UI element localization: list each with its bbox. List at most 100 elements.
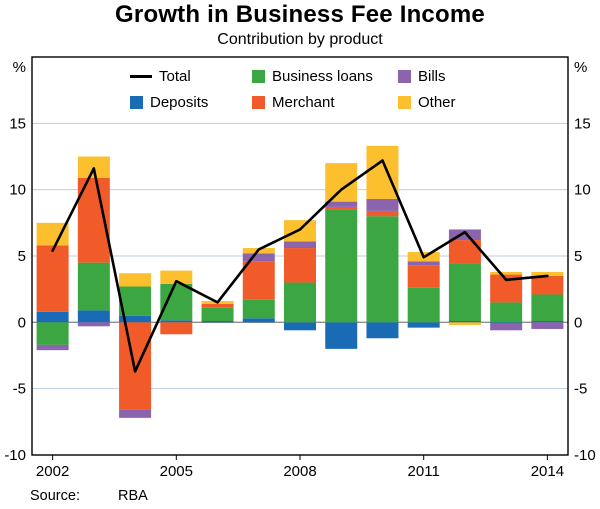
unit-label-left: % xyxy=(13,59,26,76)
legend-item-deposits: Deposits xyxy=(130,94,252,111)
legend-label-other: Other xyxy=(418,93,456,111)
bar-segment-business-loans xyxy=(490,302,523,323)
legend-item-business-loans: Business loans xyxy=(252,68,398,85)
bar-segment-other xyxy=(448,322,481,325)
y-tick-label-right: 10 xyxy=(574,182,591,199)
x-tick-label: 2014 xyxy=(531,463,564,480)
bar-segment-other xyxy=(366,145,399,199)
bar-segment-deposits xyxy=(160,320,193,323)
bar-segment-deposits xyxy=(366,322,399,339)
legend-label-business-loans: Business loans xyxy=(272,67,373,85)
bar-segment-deposits xyxy=(490,322,523,324)
y-tick-label-left: 10 xyxy=(9,182,26,199)
bar-segment-business-loans xyxy=(77,262,110,311)
total-line xyxy=(51,159,549,373)
legend-item-other: Other xyxy=(398,94,478,111)
bar-segment-other xyxy=(119,273,152,287)
y-tick-label-left: -10 xyxy=(4,447,26,464)
bar-segment-merchant xyxy=(325,206,358,210)
bar-segment-merchant xyxy=(407,265,440,288)
x-tick-label: 2002 xyxy=(36,463,69,480)
bar-segment-deposits xyxy=(325,322,358,349)
legend-row: Deposits Merchant Other xyxy=(130,89,478,115)
y-tick-label-right: -5 xyxy=(574,381,587,398)
y-tick-label-right: 0 xyxy=(574,314,582,331)
legend-swatch-merchant xyxy=(252,95,265,109)
bar-segment-business-loans xyxy=(119,286,152,316)
legend-label-deposits: Deposits xyxy=(150,93,209,111)
bar-segment-deposits xyxy=(531,321,564,323)
y-axis-labels: -10 -10 -5 -5 0 0 5 5 10 10 15 15 xyxy=(4,115,595,464)
bar-segment-bills xyxy=(531,322,564,329)
x-tick-label: 2008 xyxy=(283,463,316,480)
bar-segment-deposits xyxy=(119,315,152,323)
legend-item-merchant: Merchant xyxy=(252,94,398,111)
legend-label-merchant: Merchant xyxy=(272,93,335,111)
source-value: RBA xyxy=(117,488,148,504)
bar-segment-merchant xyxy=(284,248,316,283)
bar-segment-other xyxy=(36,222,69,246)
x-axis-labels: 2002 2005 2008 2011 2014 xyxy=(36,455,564,480)
source-label: Source: xyxy=(30,488,80,504)
bar-segment-other xyxy=(531,271,564,276)
bar-segment-business-loans xyxy=(325,209,358,323)
legend-row: Total Business loans Bills xyxy=(130,63,478,89)
bar-segment-deposits xyxy=(284,322,316,331)
y-tick-label-left: 0 xyxy=(18,314,26,331)
bar-segment-business-loans xyxy=(284,282,316,323)
bar-segment-business-loans xyxy=(531,294,564,322)
unit-label-right: % xyxy=(574,59,587,76)
bar-segment-other xyxy=(490,271,523,275)
legend-item-bills: Bills xyxy=(398,68,478,85)
legend-swatch-bills xyxy=(398,69,411,83)
bar-segment-bills xyxy=(284,241,316,249)
bar-segment-business-loans xyxy=(36,322,69,345)
bar-segment-business-loans xyxy=(201,307,234,322)
bar-segment-business-loans xyxy=(366,216,399,323)
bar-segment-deposits xyxy=(201,321,234,323)
bar-segment-deposits xyxy=(36,311,69,323)
y-tick-label-right: 5 xyxy=(574,248,582,265)
legend-label-bills: Bills xyxy=(418,67,446,85)
bar-segment-deposits xyxy=(448,321,481,323)
bar-segment-bills xyxy=(490,323,523,331)
bar-segment-merchant xyxy=(366,210,399,217)
bar-segment-business-loans xyxy=(242,299,275,319)
chart-legend: Total Business loans Bills Deposits Merchant… xyxy=(130,63,478,115)
bar-segment-merchant xyxy=(201,303,234,308)
x-tick-label: 2011 xyxy=(408,463,440,480)
bar-segment-deposits xyxy=(407,322,440,328)
legend-swatch-deposits xyxy=(130,95,143,109)
stacked-bars xyxy=(36,145,564,418)
y-tick-label-left: -5 xyxy=(13,381,26,398)
bar-segment-bills xyxy=(448,229,481,241)
legend-label-total: Total xyxy=(159,67,191,85)
x-tick-label: 2005 xyxy=(160,463,193,480)
legend-swatch-business-loans xyxy=(252,69,265,83)
source-note: Source: RBA xyxy=(30,488,148,504)
bar-segment-bills xyxy=(407,261,440,266)
y-tick-label-left: 5 xyxy=(18,248,26,265)
bar-segment-merchant xyxy=(448,240,481,264)
bar-segment-merchant xyxy=(36,245,69,312)
y-tick-label-left: 15 xyxy=(9,115,26,132)
chart-subtitle: Contribution by product xyxy=(217,31,383,48)
bar-segment-merchant xyxy=(242,261,275,300)
bar-segment-bills xyxy=(119,409,152,418)
bar-segment-merchant xyxy=(160,322,193,335)
bar-segment-other xyxy=(160,270,193,284)
bar-segment-deposits xyxy=(242,318,275,323)
bar-segment-deposits xyxy=(77,310,110,323)
legend-line-swatch-total xyxy=(130,74,152,78)
bar-segment-business-loans xyxy=(160,283,193,321)
bar-segment-bills xyxy=(36,344,69,351)
y-tick-label-right: -10 xyxy=(574,447,596,464)
y-tick-label-right: 15 xyxy=(574,115,591,132)
bar-segment-bills xyxy=(325,201,358,207)
legend-item-total: Total xyxy=(130,68,252,85)
bar-segment-merchant xyxy=(531,275,564,295)
legend-swatch-other xyxy=(398,95,411,109)
bar-segment-bills xyxy=(77,322,110,327)
bar-segment-bills xyxy=(366,198,399,211)
